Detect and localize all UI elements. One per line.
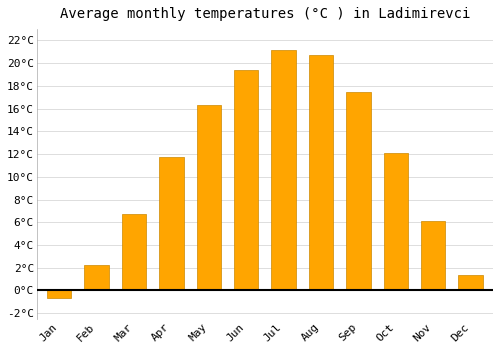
Bar <box>84 265 108 290</box>
Bar <box>421 221 446 290</box>
Bar <box>346 92 370 290</box>
Bar <box>122 214 146 290</box>
Bar <box>458 274 483 290</box>
Title: Average monthly temperatures (°C ) in Ladimirevci: Average monthly temperatures (°C ) in La… <box>60 7 470 21</box>
Bar <box>159 158 184 290</box>
Bar <box>384 153 408 290</box>
Bar <box>47 290 72 299</box>
Bar <box>272 49 295 290</box>
Bar <box>234 70 258 290</box>
Bar <box>196 105 221 290</box>
Bar <box>309 55 333 290</box>
